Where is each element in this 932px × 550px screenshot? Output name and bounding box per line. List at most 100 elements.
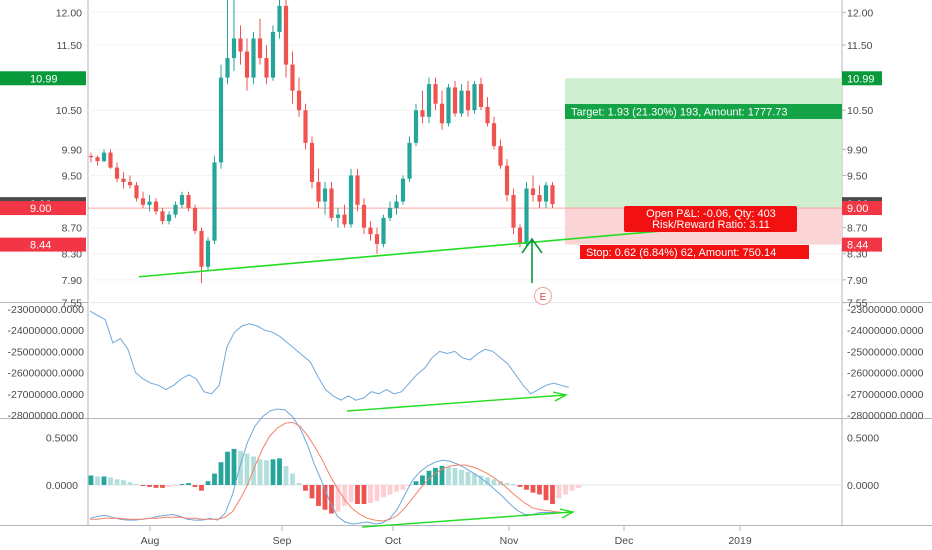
- candle[interactable]: [413, 103, 419, 147]
- candle[interactable]: [446, 84, 451, 127]
- candle[interactable]: [316, 168, 321, 209]
- price-tag-left[interactable]: 9.00: [0, 201, 86, 216]
- candle[interactable]: [264, 44, 269, 85]
- candle[interactable]: [160, 208, 165, 225]
- candle[interactable]: [407, 136, 412, 182]
- candle[interactable]: [361, 198, 367, 235]
- candle[interactable]: [459, 84, 464, 117]
- candle[interactable]: [179, 191, 185, 209]
- candle[interactable]: [478, 77, 484, 111]
- candle[interactable]: [231, 0, 237, 72]
- candle-body: [303, 110, 308, 143]
- candle[interactable]: [485, 97, 490, 127]
- candle[interactable]: [420, 90, 425, 124]
- candle[interactable]: [452, 80, 458, 117]
- candle[interactable]: [381, 214, 386, 248]
- candle[interactable]: [166, 211, 172, 225]
- candle[interactable]: [108, 149, 113, 169]
- candle[interactable]: [101, 149, 107, 163]
- candle[interactable]: [387, 201, 393, 222]
- candle[interactable]: [283, 0, 289, 78]
- candle[interactable]: [335, 208, 341, 228]
- price-tag-left[interactable]: 8.44: [0, 237, 86, 252]
- candle[interactable]: [244, 38, 250, 91]
- candle[interactable]: [218, 64, 224, 169]
- oscillator-axis[interactable]: -23000000.0000 -23000000.0000 -24000000.00…: [8, 304, 924, 422]
- price-tag[interactable]: 8.44: [842, 237, 882, 252]
- candle[interactable]: [134, 181, 139, 202]
- oscillator-divergence-arrow[interactable]: [346, 391, 568, 412]
- signal-line[interactable]: [90, 421, 563, 522]
- candle[interactable]: [303, 103, 308, 150]
- price-axis[interactable]: 14.0014.0013.0013.0012.0012.0011.5011.50…: [0, 0, 882, 310]
- candle[interactable]: [504, 159, 510, 202]
- candle[interactable]: [498, 139, 503, 169]
- candle[interactable]: [192, 204, 198, 235]
- macd-line[interactable]: [89, 408, 563, 525]
- candle[interactable]: [127, 175, 133, 189]
- candle[interactable]: [348, 168, 354, 228]
- candle[interactable]: [537, 185, 542, 209]
- candle[interactable]: [270, 25, 276, 81]
- candle[interactable]: [433, 77, 438, 111]
- candle[interactable]: [543, 181, 549, 209]
- open-pl-label[interactable]: Open P&L: -0.06, Qty: 403 Risk/Reward Ra…: [624, 206, 797, 232]
- candle-body: [251, 38, 256, 78]
- candle-body: [550, 185, 555, 205]
- price-tag[interactable]: 10.99: [842, 71, 882, 86]
- candle[interactable]: [426, 77, 432, 124]
- candle[interactable]: [140, 191, 146, 209]
- up-arrow-annotation[interactable]: [521, 237, 543, 283]
- candle[interactable]: [550, 181, 555, 209]
- candle[interactable]: [277, 0, 282, 39]
- candle[interactable]: [147, 195, 152, 212]
- candle[interactable]: [511, 188, 516, 235]
- candle[interactable]: [472, 80, 477, 114]
- candle[interactable]: [439, 90, 445, 130]
- candle[interactable]: [205, 237, 211, 271]
- candle[interactable]: [238, 25, 243, 65]
- candle[interactable]: [355, 168, 360, 212]
- candle[interactable]: [491, 116, 497, 150]
- candle[interactable]: [153, 198, 159, 215]
- candle[interactable]: [199, 227, 204, 284]
- price-tag[interactable]: 9.00: [842, 201, 882, 216]
- candle[interactable]: [88, 152, 94, 163]
- candle[interactable]: [465, 80, 471, 117]
- target-label[interactable]: Target: 1.93 (21.30%) 193, Amount: 1777.…: [565, 104, 842, 119]
- candle[interactable]: [394, 195, 399, 215]
- oscillator-line[interactable]: [89, 310, 569, 401]
- candle[interactable]: [322, 181, 328, 215]
- time-axis[interactable]: Aug Sep Oct Nov Dec 2019: [141, 526, 752, 547]
- candle[interactable]: [296, 77, 302, 117]
- price-trendline[interactable]: [138, 224, 726, 278]
- candle[interactable]: [290, 51, 295, 104]
- candle[interactable]: [374, 227, 380, 254]
- candlestick-series[interactable]: [88, 0, 555, 284]
- candle[interactable]: [121, 172, 126, 189]
- candle[interactable]: [95, 155, 100, 166]
- candle[interactable]: [186, 191, 191, 212]
- candle[interactable]: [251, 31, 256, 85]
- candle[interactable]: [173, 201, 178, 218]
- macd-divergence-arrow[interactable]: [361, 508, 575, 528]
- candle[interactable]: [114, 162, 120, 182]
- candle[interactable]: [342, 204, 347, 228]
- stop-label[interactable]: Stop: 0.62 (6.84%) 62, Amount: 750.14: [580, 245, 809, 259]
- price-tag-left[interactable]: 10.99: [0, 71, 86, 86]
- candle[interactable]: [257, 18, 263, 65]
- earnings-marker[interactable]: E: [534, 287, 552, 305]
- oscillator-tick-label: -23000000.0000: [847, 304, 924, 316]
- candle[interactable]: [368, 221, 373, 241]
- candle[interactable]: [309, 136, 315, 189]
- candle[interactable]: [212, 155, 217, 244]
- candle[interactable]: [530, 175, 536, 202]
- candle[interactable]: [329, 181, 334, 222]
- profit-zone[interactable]: [565, 78, 842, 209]
- candle[interactable]: [225, 0, 230, 85]
- candle[interactable]: [400, 175, 406, 205]
- candle[interactable]: [524, 181, 529, 248]
- macd-axis[interactable]: 0.5000 0.5000 0.0000 0.0000: [46, 433, 879, 493]
- macd-histogram[interactable]: [88, 448, 581, 514]
